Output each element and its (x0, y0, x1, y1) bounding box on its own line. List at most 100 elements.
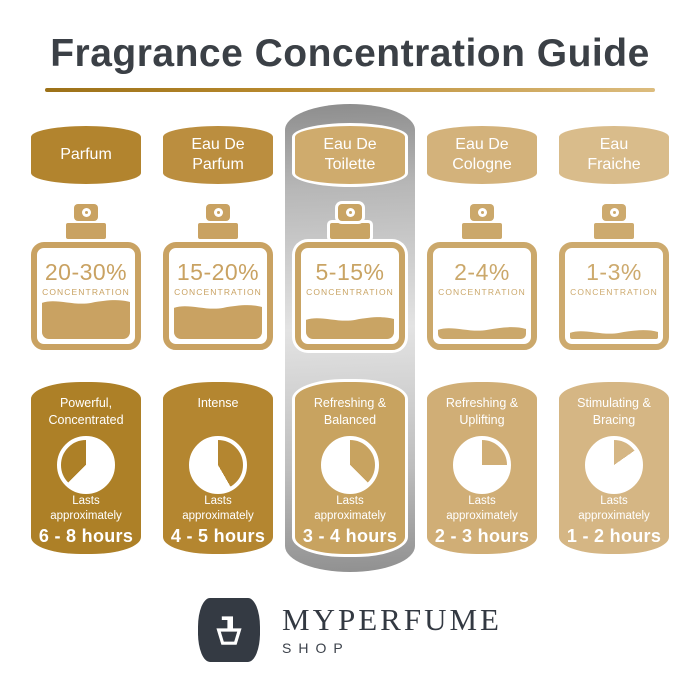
title-underline (45, 87, 655, 92)
fragrance-type-banner: Eau De Parfum (163, 125, 273, 184)
liquid-body (42, 306, 130, 339)
lasts-label: Lasts approximately (50, 494, 122, 522)
liquid-body (570, 337, 658, 339)
fragrance-column: Eau Fraiche 1-3% CONCENTRATION Stimulati… (549, 104, 679, 572)
duration-card: Refreshing & Balanced Lasts approximatel… (295, 381, 405, 554)
fragrance-columns: Parfum 20-30% CONCENTRATION Powerful, Co… (0, 103, 700, 572)
clock-pie-icon (585, 435, 643, 494)
perfume-bottle-illustration: 20-30% CONCENTRATION (31, 203, 141, 350)
header: Fragrance Concentration Guide (0, 0, 700, 92)
liquid-body (438, 334, 526, 339)
bottle-body: 1-3% CONCENTRATION (559, 241, 669, 350)
page-title: Fragrance Concentration Guide (50, 32, 650, 75)
brand-footer: MYPERFUME SHOP (0, 597, 700, 662)
clock-pie-icon (189, 435, 247, 494)
fragrance-type-label: Eau De Toilette (323, 135, 377, 173)
liquid-fill (570, 327, 658, 339)
scent-description: Powerful, Concentrated (48, 395, 124, 427)
scent-description: Stimulating & Bracing (577, 395, 651, 427)
concentration-value: 2-4% (454, 258, 510, 285)
fragrance-column: Eau De Parfum 15-20% CONCENTRATION Inten… (153, 104, 283, 572)
perfume-bottle-illustration: 5-15% CONCENTRATION (295, 203, 405, 350)
concentration-label: CONCENTRATION (174, 286, 262, 297)
perfume-bottle-illustration: 15-20% CONCENTRATION (163, 203, 273, 350)
fragrance-type-label: Eau Fraiche (587, 135, 641, 173)
concentration-label: CONCENTRATION (306, 286, 394, 297)
fragrance-type-banner: Parfum (31, 125, 141, 184)
clock-pie-icon (321, 435, 379, 494)
bottle-cap (462, 222, 502, 239)
duration-value: 2 - 3 hours (434, 525, 530, 546)
bottle-cap (198, 222, 238, 239)
fragrance-type-label: Parfum (60, 145, 112, 163)
liquid-wave (438, 327, 526, 335)
clock-pie-icon (453, 435, 511, 494)
bottle-nozzle (206, 203, 230, 221)
liquid-body (174, 312, 262, 339)
scent-description: Intense (197, 395, 239, 410)
concentration-value: 20-30% (44, 258, 128, 285)
brand-subtitle: SHOP (282, 639, 350, 656)
duration-value: 6 - 8 hours (38, 525, 134, 546)
nozzle-dot (345, 207, 355, 217)
concentration-label: CONCENTRATION (42, 286, 130, 297)
lasts-label: Lasts approximately (446, 494, 518, 522)
duration-card: Stimulating & Bracing Lasts approximatel… (559, 381, 669, 554)
fragrance-column: Parfum 20-30% CONCENTRATION Powerful, Co… (21, 104, 151, 572)
nozzle-dot (477, 207, 487, 217)
perfume-bottle-icon (216, 616, 242, 645)
liquid-fill (174, 302, 262, 339)
fragrance-type-banner: Eau Fraiche (559, 125, 669, 184)
bottle-cap (594, 222, 634, 239)
perfume-bottle-illustration: 1-3% CONCENTRATION (559, 203, 669, 350)
brand-logo (198, 597, 261, 662)
concentration-label: CONCENTRATION (570, 286, 658, 297)
liquid-wave (306, 317, 394, 324)
nozzle-dot (81, 207, 91, 217)
liquid-wave (174, 305, 262, 313)
fragrance-type-label: Eau De Parfum (191, 135, 245, 173)
bottle-body: 5-15% CONCENTRATION (295, 241, 405, 350)
concentration-value: 5-15% (315, 258, 385, 285)
bottle-nozzle (338, 203, 362, 221)
scent-description: Refreshing & Balanced (313, 395, 387, 427)
scent-description: Refreshing & Uplifting (445, 395, 519, 427)
concentration-value: 15-20% (176, 258, 260, 285)
duration-card: Powerful, Concentrated Lasts approximate… (31, 381, 141, 554)
bottle-body: 20-30% CONCENTRATION (31, 241, 141, 350)
bottle-nozzle (470, 203, 494, 221)
duration-card: Intense Lasts approximately 4 - 5 hours (163, 381, 273, 554)
lasts-label: Lasts approximately (314, 494, 386, 522)
concentration-label: CONCENTRATION (438, 286, 526, 297)
fragrance-type-label: Eau De Cologne (452, 135, 512, 173)
bottle-nozzle (74, 203, 98, 221)
fragrance-type-banner: Eau De Cologne (427, 125, 537, 184)
liquid-body (306, 323, 394, 339)
brand-name: MYPERFUME (282, 601, 502, 637)
concentration-value: 1-3% (586, 258, 642, 285)
bottle-body: 15-20% CONCENTRATION (163, 241, 273, 350)
nozzle-dot (609, 207, 619, 217)
liquid-fill (438, 324, 526, 339)
liquid-wave (570, 330, 658, 338)
brand-text: MYPERFUME SHOP (282, 604, 502, 656)
fragrance-type-banner: Eau De Toilette (295, 125, 405, 184)
bottle-cap (330, 222, 370, 239)
lasts-label: Lasts approximately (182, 494, 254, 522)
bottle-nozzle (602, 203, 626, 221)
liquid-wave (42, 299, 130, 307)
duration-value: 3 - 4 hours (302, 525, 398, 546)
duration-card: Refreshing & Uplifting Lasts approximate… (427, 381, 537, 554)
duration-value: 1 - 2 hours (566, 525, 662, 546)
fragrance-column: Eau De Toilette 5-15% CONCENTRATION Refr… (285, 103, 415, 572)
liquid-fill (306, 314, 394, 339)
fragrance-column: Eau De Cologne 2-4% CONCENTRATION Refres… (417, 104, 547, 572)
bottle-cap (66, 222, 106, 239)
bottle-body: 2-4% CONCENTRATION (427, 241, 537, 350)
nozzle-dot (213, 207, 223, 217)
lasts-label: Lasts approximately (578, 494, 650, 522)
liquid-fill (42, 297, 130, 339)
clock-pie-icon (57, 435, 115, 494)
perfume-bottle-illustration: 2-4% CONCENTRATION (427, 203, 537, 350)
